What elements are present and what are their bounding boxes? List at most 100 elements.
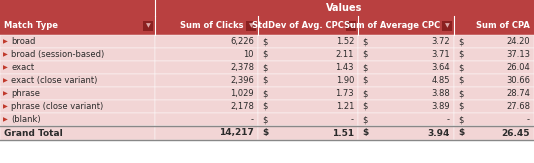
- Text: Sum of Clicks: Sum of Clicks: [180, 21, 244, 30]
- Text: $: $: [458, 76, 464, 85]
- Text: $: $: [262, 50, 268, 59]
- Text: $: $: [362, 128, 368, 138]
- Bar: [358, 16, 454, 35]
- Text: 2.11: 2.11: [336, 50, 354, 59]
- Text: 26.04: 26.04: [506, 63, 530, 72]
- Text: $: $: [458, 89, 464, 98]
- Text: 1.52: 1.52: [336, 37, 354, 46]
- Text: Values: Values: [326, 3, 363, 13]
- Bar: [0, 100, 155, 113]
- Text: -: -: [447, 115, 450, 124]
- Text: 6,226: 6,226: [230, 37, 254, 46]
- Text: StdDev of Avg. CPC: StdDev of Avg. CPC: [252, 21, 344, 30]
- Text: $: $: [262, 115, 268, 124]
- Bar: [358, 35, 454, 48]
- Text: ▶: ▶: [3, 78, 8, 83]
- Text: $: $: [458, 115, 464, 124]
- Bar: [0, 87, 155, 100]
- Text: 26.45: 26.45: [501, 128, 530, 138]
- Text: 3.89: 3.89: [431, 102, 450, 111]
- Bar: [0, 126, 155, 140]
- Text: $: $: [362, 50, 367, 59]
- Text: 37.13: 37.13: [506, 50, 530, 59]
- Text: broad (session-based): broad (session-based): [11, 50, 104, 59]
- Bar: [358, 87, 454, 100]
- Text: $: $: [362, 115, 367, 124]
- Text: ▼: ▼: [349, 23, 354, 28]
- Text: Sum of Average CPC: Sum of Average CPC: [344, 21, 440, 30]
- Bar: [155, 87, 258, 100]
- Bar: [143, 21, 153, 30]
- Bar: [358, 74, 454, 87]
- Text: $: $: [262, 76, 268, 85]
- Bar: [258, 74, 358, 87]
- Text: $: $: [262, 37, 268, 46]
- Text: 27.68: 27.68: [506, 102, 530, 111]
- Bar: [454, 100, 534, 113]
- Text: -: -: [251, 115, 254, 124]
- Bar: [155, 61, 258, 74]
- Bar: [258, 126, 358, 140]
- Text: ▶: ▶: [3, 117, 8, 122]
- Bar: [155, 35, 258, 48]
- Bar: [442, 21, 452, 30]
- Bar: [454, 61, 534, 74]
- Text: 2,396: 2,396: [230, 76, 254, 85]
- Text: $: $: [458, 128, 464, 138]
- Text: $: $: [362, 89, 367, 98]
- Text: 3.71: 3.71: [431, 50, 450, 59]
- Bar: [0, 74, 155, 87]
- Text: 1.51: 1.51: [332, 128, 354, 138]
- Text: 10: 10: [244, 50, 254, 59]
- Text: ▶: ▶: [3, 52, 8, 57]
- Bar: [0, 113, 155, 126]
- Bar: [454, 35, 534, 48]
- Bar: [246, 21, 256, 30]
- Text: $: $: [362, 76, 367, 85]
- Bar: [155, 48, 258, 61]
- Bar: [258, 48, 358, 61]
- Text: 30.66: 30.66: [506, 76, 530, 85]
- Bar: [0, 16, 155, 35]
- Text: 24.20: 24.20: [506, 37, 530, 46]
- Text: 14,217: 14,217: [219, 128, 254, 138]
- Bar: [454, 48, 534, 61]
- Bar: [358, 48, 454, 61]
- Text: 1.21: 1.21: [336, 102, 354, 111]
- Text: $: $: [262, 102, 268, 111]
- Text: Match Type: Match Type: [4, 21, 58, 30]
- Text: phrase: phrase: [11, 89, 40, 98]
- Text: Grand Total: Grand Total: [4, 128, 63, 138]
- Text: 3.72: 3.72: [431, 37, 450, 46]
- Text: 3.64: 3.64: [431, 63, 450, 72]
- Bar: [0, 48, 155, 61]
- Bar: [258, 100, 358, 113]
- Text: 28.74: 28.74: [506, 89, 530, 98]
- Bar: [155, 126, 258, 140]
- Bar: [346, 21, 356, 30]
- Text: $: $: [362, 63, 367, 72]
- Bar: [258, 61, 358, 74]
- Bar: [155, 113, 258, 126]
- Text: ▼: ▼: [249, 23, 253, 28]
- Text: $: $: [458, 50, 464, 59]
- Text: -: -: [351, 115, 354, 124]
- Bar: [454, 87, 534, 100]
- Text: 3.88: 3.88: [431, 89, 450, 98]
- Bar: [358, 126, 454, 140]
- Bar: [155, 74, 258, 87]
- Bar: [155, 100, 258, 113]
- Text: $: $: [262, 89, 268, 98]
- Text: $: $: [458, 37, 464, 46]
- Text: exact: exact: [11, 63, 34, 72]
- Text: 1.90: 1.90: [336, 76, 354, 85]
- Bar: [358, 61, 454, 74]
- Text: ▶: ▶: [3, 65, 8, 70]
- Text: ▶: ▶: [3, 91, 8, 96]
- Bar: [0, 35, 155, 48]
- Bar: [454, 16, 534, 35]
- Text: 2,378: 2,378: [230, 63, 254, 72]
- Text: ▶: ▶: [3, 39, 8, 44]
- Text: 1,029: 1,029: [230, 89, 254, 98]
- Text: 1.43: 1.43: [335, 63, 354, 72]
